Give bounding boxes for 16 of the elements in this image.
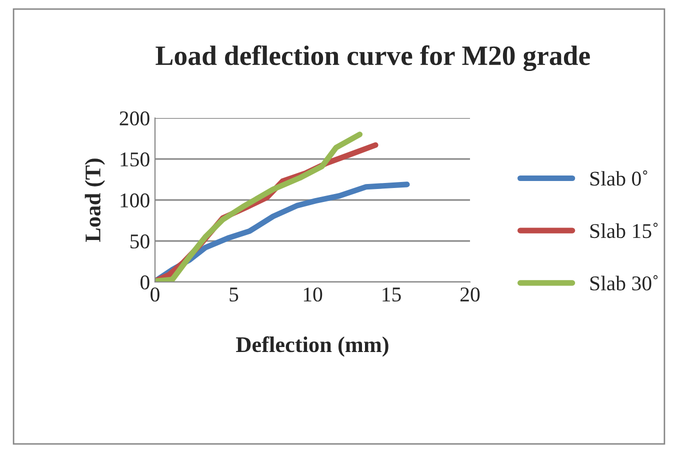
x-tick-label: 20 <box>460 287 480 302</box>
x-tick-label: 0 <box>150 287 160 302</box>
legend-label: Slab 15˚ <box>590 222 658 238</box>
y-tick-label: 100 <box>120 193 150 208</box>
x-tick-label: 15 <box>382 288 401 302</box>
y-tick-label: 50 <box>130 234 150 248</box>
x-axis-title: Deflection (mm) <box>236 336 388 357</box>
y-axis-title: Load (T) <box>84 158 105 242</box>
y-tick-label: 200 <box>120 111 150 126</box>
chart-title: Load deflection curve for M20 grade <box>156 45 590 71</box>
legend-label: Slab 30˚ <box>590 275 658 290</box>
y-tick-label: 150 <box>120 152 150 166</box>
x-tick-label: 5 <box>230 288 238 302</box>
y-tick-label: 0 <box>140 275 150 290</box>
x-tick-label: 10 <box>304 287 322 302</box>
legend-label: Slab 0˚ <box>590 170 648 186</box>
